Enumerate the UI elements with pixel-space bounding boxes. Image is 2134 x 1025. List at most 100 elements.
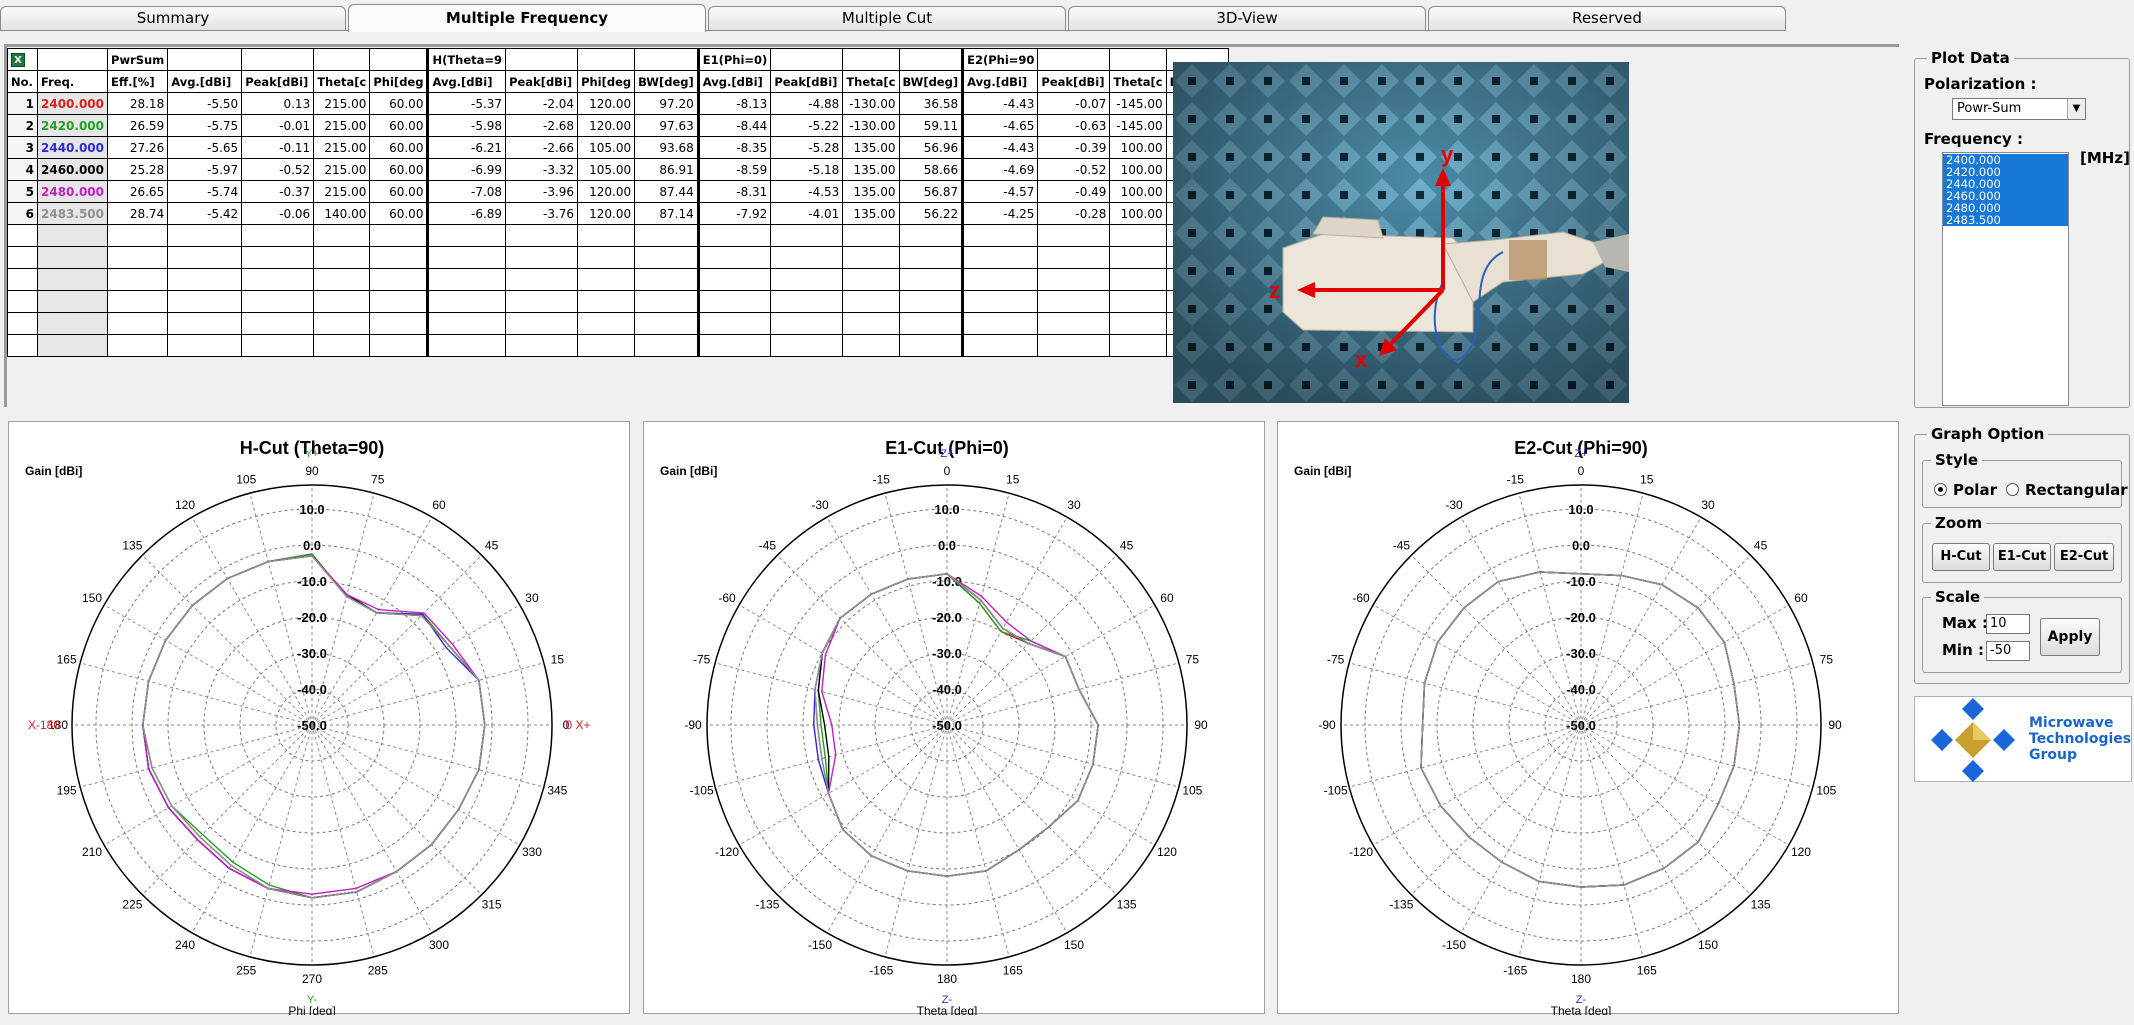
series-trace <box>1420 571 1741 888</box>
table-cell: 135.00 <box>842 158 900 181</box>
table-cell <box>898 334 964 357</box>
logo-text-line: Technologies <box>2029 731 2132 747</box>
ring-tick-label: -50.0 <box>1566 718 1596 733</box>
excel-icon[interactable]: X <box>11 53 25 67</box>
table-cell <box>634 312 699 335</box>
angle-tick-label: -75 <box>1327 652 1345 666</box>
table-cell: 135.00 <box>842 180 900 203</box>
chevron-down-icon[interactable]: ▼ <box>2067 99 2085 119</box>
table-cell <box>313 246 371 269</box>
table-cell <box>426 246 507 269</box>
tab-summary[interactable]: Summary <box>0 6 346 30</box>
table-cell: 120.00 <box>577 202 636 225</box>
group-header: PwrSum <box>107 48 169 71</box>
table-cell <box>369 224 429 247</box>
angle-tick-label: 45 <box>1754 538 1768 552</box>
frequency-item[interactable]: 2483.500 <box>1943 214 2068 226</box>
frequency-item[interactable]: 2460.000 <box>1943 190 2068 202</box>
table-row: 6 2483.500 28.74 -5.42 -0.06 140.00 60.00 -6.89… <box>7 202 1230 225</box>
grid-spoke <box>311 724 521 846</box>
table-cell <box>426 290 507 313</box>
table-cell <box>167 224 243 247</box>
column-header: Avg.[dBi] <box>167 70 243 93</box>
table-cell: -4.57 <box>961 180 1039 203</box>
angle-tick-label: -45 <box>1393 538 1411 552</box>
row-number: 4 <box>7 158 38 181</box>
table-cell <box>241 290 315 313</box>
table-cell: -3.76 <box>505 202 579 225</box>
results-table: X PwrSum H(Theta=9 E1(Phi=0) E2(Phi=90 No. Fre… <box>7 48 1230 357</box>
table-cell: 59.11 <box>898 114 964 137</box>
table-cell: -4.69 <box>961 158 1039 181</box>
group-header-empty <box>369 48 429 71</box>
axis-left-tag: X-180 <box>28 718 60 732</box>
table-cell: 36.58 <box>898 92 964 115</box>
angle-tick-label: 135 <box>1751 898 1771 912</box>
frequency-item[interactable]: 2440.000 <box>1943 178 2068 190</box>
tab-reserved[interactable]: Reserved <box>1428 6 1786 30</box>
angle-tick-label: -120 <box>715 845 739 859</box>
group-header-empty <box>1037 48 1111 71</box>
table-cell: -5.75 <box>167 114 243 137</box>
min-input[interactable]: -50 <box>1986 641 2030 661</box>
frequency-list[interactable]: 2400.000 2420.000 2440.000 2460.000 2480… <box>1942 152 2069 406</box>
grid-spoke <box>1580 724 1644 957</box>
polar-radio[interactable]: Polar <box>1934 481 1997 499</box>
table-cell <box>1109 312 1167 335</box>
angle-tick-label: 90 <box>1828 718 1842 732</box>
axis-z-label: z <box>1269 278 1280 303</box>
frequency-item[interactable]: 2420.000 <box>1943 166 2068 178</box>
grid-spoke <box>946 604 1156 726</box>
frequency-item[interactable]: 2480.000 <box>1943 202 2068 214</box>
angle-tick-label: -105 <box>690 784 714 798</box>
tab-multiple-frequency[interactable]: Multiple Frequency <box>348 4 706 32</box>
table-cell <box>369 290 429 313</box>
max-input[interactable]: 10 <box>1986 614 2030 634</box>
rectangular-radio[interactable]: Rectangular <box>2006 481 2128 499</box>
polarization-select[interactable]: Powr-Sum ▼ <box>1952 98 2086 120</box>
table-cell: 58.66 <box>898 158 964 181</box>
grid-spoke <box>311 724 375 957</box>
table-cell: 87.44 <box>634 180 699 203</box>
plot-data-title: Plot Data <box>1927 49 2014 67</box>
tab-multiple-cut[interactable]: Multiple Cut <box>708 6 1066 30</box>
apply-button[interactable]: Apply <box>2040 618 2100 656</box>
table-cell: 215.00 <box>313 180 371 203</box>
column-header: Eff.[%] <box>107 70 169 93</box>
grid-spoke <box>776 724 948 896</box>
table-cell: -6.89 <box>426 202 507 225</box>
table-cell <box>505 224 579 247</box>
ring-tick-label: -30.0 <box>1566 646 1596 661</box>
table-cell: -5.65 <box>167 136 243 159</box>
table-cell <box>577 246 636 269</box>
table-cell <box>634 334 699 357</box>
table-cell <box>7 268 38 291</box>
table-cell: 56.96 <box>898 136 964 159</box>
x-axis-label: Theta [deg] <box>917 1004 978 1015</box>
zoom-e1-cut-button[interactable]: E1-Cut <box>1993 543 2051 571</box>
angle-tick-label: 165 <box>57 652 77 666</box>
angle-tick-label: 165 <box>1003 963 1023 977</box>
x-axis-label: Phi [deg] <box>288 1004 335 1015</box>
column-header: BW[deg] <box>634 70 699 93</box>
zoom-e2-cut-button[interactable]: E2-Cut <box>2054 543 2114 571</box>
table-cell: -0.01 <box>241 114 315 137</box>
table-cell: -6.21 <box>426 136 507 159</box>
table-cell <box>1037 268 1111 291</box>
table-cell <box>241 224 315 247</box>
grid-spoke <box>1372 724 1582 846</box>
empty-row <box>7 312 1230 335</box>
angle-tick-label: -15 <box>1507 473 1525 487</box>
angle-tick-label: 90 <box>305 464 319 478</box>
table-cell <box>167 268 243 291</box>
tab-3d-view[interactable]: 3D-View <box>1068 6 1426 30</box>
grid-spoke <box>946 662 1179 726</box>
column-header: Peak[dBi] <box>770 70 844 93</box>
angle-tick-label: 150 <box>1698 938 1718 952</box>
angle-tick-label: 90 <box>1194 718 1208 732</box>
zoom-h-cut-button[interactable]: H-Cut <box>1932 543 1990 571</box>
angle-tick-label: 30 <box>525 591 539 605</box>
table-cell: 26.65 <box>107 180 169 203</box>
grid-spoke <box>141 554 313 726</box>
frequency-item[interactable]: 2400.000 <box>1943 154 2068 166</box>
